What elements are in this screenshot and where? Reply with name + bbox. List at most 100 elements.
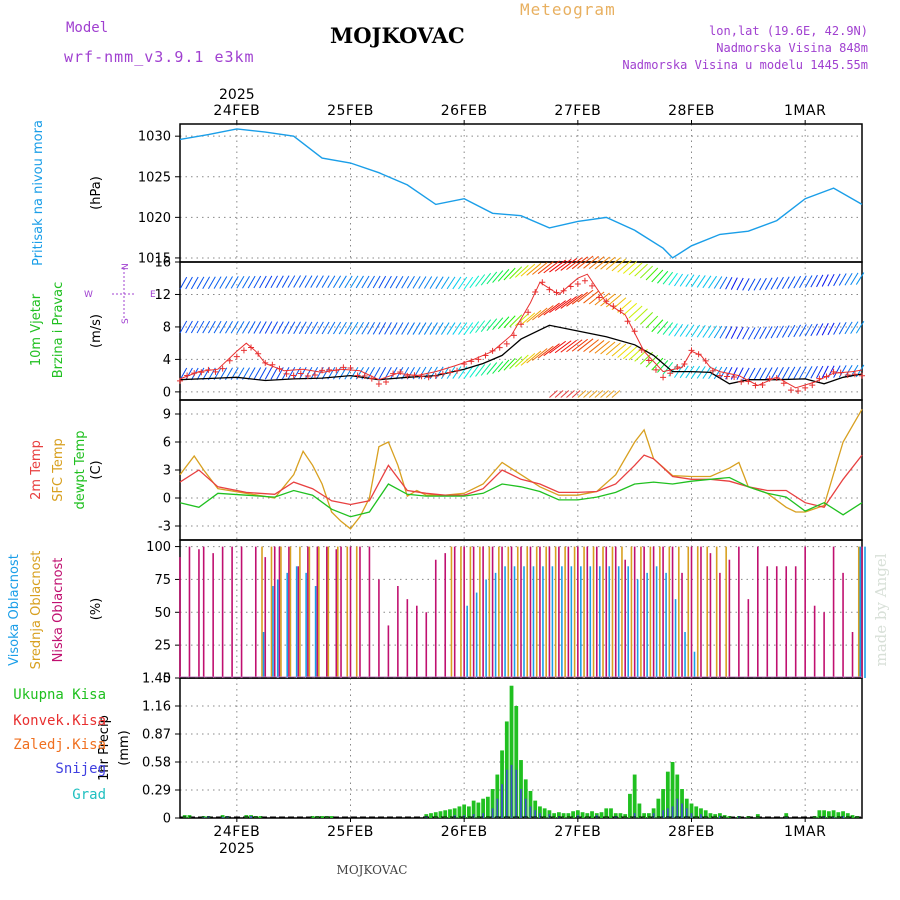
precip-bar-total (703, 810, 708, 818)
wind-barb (526, 350, 542, 364)
gust-marker (255, 350, 262, 357)
wind-barb (651, 319, 664, 333)
wind-barb (304, 275, 313, 288)
gust-marker (233, 353, 240, 360)
y-tick-label: 1015 (138, 251, 171, 266)
wind-barb (776, 366, 784, 380)
wind-barb (378, 275, 387, 289)
wind-barb (628, 262, 643, 276)
wind-barb (406, 322, 415, 335)
precip-bar-total (784, 813, 789, 818)
gust-marker (681, 361, 688, 368)
precip-bar-total (538, 806, 542, 818)
wind-barb (622, 346, 638, 360)
precip-bar-total (457, 806, 462, 818)
gust-marker (454, 367, 461, 374)
wind-barb (333, 321, 342, 335)
panel-temperature: -3 0 3 6 9 (C) (89, 399, 863, 541)
wind-barb (446, 322, 456, 335)
wind-barb (554, 298, 572, 311)
gust-marker (759, 381, 766, 388)
wind-barb (855, 320, 865, 334)
gust-marker (809, 382, 816, 389)
wind-barb (520, 353, 536, 366)
gust-marker (432, 373, 439, 380)
wind-barb (816, 365, 824, 379)
wind-barb (759, 326, 767, 340)
wind-barb (247, 321, 256, 334)
gust-marker (397, 368, 404, 375)
wind-barb (202, 320, 211, 334)
wind-axis-label-2: Brzina i Pravac (51, 282, 66, 379)
wind-speed-line (179, 324, 863, 385)
precip-bar-total (689, 803, 694, 818)
wind-barb (549, 300, 566, 314)
precip-bar-total (509, 685, 514, 818)
wind-barb (725, 326, 733, 339)
panel-clouds: 0 25 50 75 100 (%) (89, 539, 863, 687)
wind-barb (566, 390, 575, 398)
wind-barb (838, 273, 847, 286)
gust-marker (425, 374, 432, 381)
gust-marker (553, 289, 560, 296)
wind-barb (594, 340, 610, 354)
precip-bar-total (561, 813, 566, 818)
wind-barb (537, 261, 554, 275)
precip-bar-total (623, 814, 628, 818)
precip-bar-snow (633, 813, 636, 818)
wind-barb (196, 276, 205, 290)
wind-barb (747, 278, 756, 291)
wind-barb (776, 325, 784, 339)
wind-barb (213, 276, 222, 289)
precip-bar-snow (539, 813, 541, 818)
gust-marker (596, 294, 603, 301)
precip-bar-total (448, 809, 452, 818)
wind-barb (310, 321, 319, 335)
gust-marker (560, 287, 567, 294)
wind-barb (708, 275, 717, 289)
precip-bar-snow (496, 798, 499, 818)
precip-bar-snow (515, 769, 518, 818)
wind-barb (696, 275, 706, 288)
precip-legend-2: Zaledj.Kisa (13, 737, 106, 753)
y-tick-label: 0.58 (142, 756, 171, 771)
gust-marker (226, 357, 233, 364)
precip-bar-snow (719, 816, 721, 818)
wind-barb (259, 275, 267, 289)
gust-marker (581, 277, 588, 284)
gust-marker (340, 364, 347, 371)
wind-barb (355, 321, 364, 335)
wind-barb (679, 324, 689, 337)
precip-bar-total (646, 813, 651, 818)
precip-bar-total (628, 793, 632, 818)
wind-barb (287, 275, 296, 288)
wind-barb (759, 277, 767, 291)
precip-bar-total (755, 814, 760, 818)
wind-barb (270, 275, 278, 289)
wind-barb (554, 340, 572, 354)
gust-marker (510, 332, 517, 339)
wind-barb (287, 321, 296, 334)
wind-barb (509, 356, 523, 370)
wind-barb (594, 256, 610, 270)
temperature-unit-label: (C) (89, 460, 104, 479)
wind-barb (230, 321, 239, 334)
wind-barb (372, 275, 381, 289)
gust-marker (780, 380, 787, 387)
y-tick-label: 0.29 (142, 784, 171, 799)
dewpt-line (179, 476, 863, 518)
gust-marker (546, 286, 553, 293)
wind-barb (594, 292, 610, 306)
cloud-axis-label-1: Visoka Oblacnost (7, 554, 22, 666)
date-tick-top: 24FEB (213, 103, 260, 119)
wind-barb (435, 276, 444, 289)
wind-barb (526, 310, 542, 323)
wind-barb (571, 390, 581, 398)
wind-barb (702, 325, 712, 338)
precip-bar-snow (690, 813, 693, 818)
wind-barb (514, 265, 529, 278)
wind-barb (207, 276, 216, 289)
wind-barb (816, 323, 824, 336)
wind-barb (423, 322, 433, 335)
wind-barb (747, 367, 756, 381)
